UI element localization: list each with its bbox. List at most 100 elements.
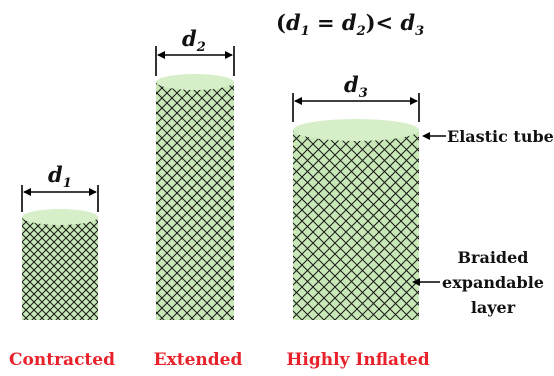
annotation-braided-layer: Braided expandable layer xyxy=(412,248,544,317)
mesh-strand xyxy=(156,111,234,191)
mesh-strand xyxy=(179,265,234,320)
mesh-strand xyxy=(156,135,234,215)
mesh-strand xyxy=(39,261,98,320)
annotation-elastic-tube: Elastic tube xyxy=(422,127,554,146)
mesh-strand xyxy=(156,82,219,145)
mesh-strand xyxy=(156,91,234,171)
mesh-strand xyxy=(353,130,419,196)
mesh-strand xyxy=(0,210,22,322)
cylinder-top-contracted xyxy=(22,209,98,225)
label-elastic-tube: Elastic tube xyxy=(447,127,554,146)
mesh-strand xyxy=(22,218,79,275)
braided-mesh-highly-inflated xyxy=(293,130,419,320)
mesh-strand xyxy=(169,255,234,320)
mesh-strand xyxy=(156,82,209,135)
mesh-strand xyxy=(22,218,63,259)
mesh-strand xyxy=(22,221,98,299)
mesh-strand xyxy=(293,130,372,209)
mesh-strand xyxy=(378,279,419,320)
equation: (d1 = d2)< d3 xyxy=(276,10,424,39)
mesh-strand xyxy=(367,268,419,320)
mesh-strand xyxy=(195,82,234,121)
mesh-strand xyxy=(31,253,98,320)
mesh-strand xyxy=(55,277,98,320)
braided-mesh-contracted xyxy=(0,210,98,322)
mesh-strand xyxy=(22,218,95,291)
cylinder-contracted xyxy=(0,209,98,322)
caption-contracted: Contracted xyxy=(9,350,115,370)
mesh-strand xyxy=(312,213,419,320)
mesh-strand xyxy=(156,251,225,320)
mesh-strand xyxy=(156,205,234,285)
mesh-strand xyxy=(165,82,234,151)
mesh-strand xyxy=(293,233,380,320)
mesh-strand xyxy=(85,218,98,231)
mesh-strand xyxy=(159,245,234,320)
mesh-strand xyxy=(69,218,98,247)
mesh-strand xyxy=(156,105,234,185)
mesh-strand xyxy=(22,229,98,307)
mesh-strand xyxy=(293,191,419,319)
mesh-strand xyxy=(342,130,419,207)
cylinder-highly-inflated xyxy=(293,119,419,320)
mesh-strand xyxy=(22,218,87,283)
mesh-strand xyxy=(293,266,347,320)
mesh-strand xyxy=(293,222,391,320)
mesh-strand xyxy=(293,180,419,308)
mesh-strand xyxy=(156,95,234,175)
mesh-strand xyxy=(79,301,98,320)
mesh-strand xyxy=(156,225,234,305)
mesh-strand xyxy=(156,215,234,295)
mesh-strand xyxy=(63,285,98,320)
mesh-strand xyxy=(22,297,45,320)
mesh-strand xyxy=(293,130,405,242)
mesh-strand xyxy=(156,82,199,125)
label-layer: layer xyxy=(471,298,516,317)
mesh-strand xyxy=(156,82,229,155)
mesh-strand xyxy=(156,235,234,315)
mesh-strand xyxy=(22,265,77,320)
mesh-strand xyxy=(293,130,383,220)
mesh-strand xyxy=(323,224,419,320)
mesh-strand xyxy=(22,281,61,320)
mesh-strand xyxy=(71,293,98,320)
mesh-strand xyxy=(293,244,369,320)
label-d2: d2 xyxy=(182,26,206,55)
mesh-strand xyxy=(0,210,22,322)
mesh-strand xyxy=(386,130,419,163)
label-d3: d3 xyxy=(344,72,368,101)
mesh-strand xyxy=(156,211,234,291)
mesh-strand xyxy=(293,130,350,187)
mesh-strand xyxy=(22,289,53,320)
mesh-strand xyxy=(293,130,394,231)
mesh-strand xyxy=(22,218,71,267)
mesh-strand xyxy=(77,218,98,239)
mesh-strand xyxy=(156,221,234,301)
mesh-strand xyxy=(23,245,98,320)
mesh-strand xyxy=(53,218,98,263)
mesh-strand xyxy=(156,231,234,311)
mesh-strand xyxy=(293,136,419,264)
mesh-strand xyxy=(22,218,55,251)
mesh-strand xyxy=(293,277,336,320)
cylinder-top-extended xyxy=(156,74,234,90)
mesh-strand xyxy=(293,255,358,320)
mesh-strand xyxy=(356,257,419,320)
label-braided: Braided xyxy=(458,248,529,267)
mesh-strand xyxy=(22,273,69,320)
mesh-strand xyxy=(156,85,234,165)
dimension-d1: d1 xyxy=(21,162,99,212)
mesh-strand xyxy=(156,271,205,320)
mesh-strand xyxy=(156,175,234,255)
cylinder-extended xyxy=(156,74,234,320)
braided-mesh-extended xyxy=(156,82,234,320)
mesh-strand xyxy=(185,82,234,131)
mesh-strand xyxy=(293,130,328,165)
dimension-d2: d2 xyxy=(155,26,235,76)
label-d1: d1 xyxy=(48,162,72,191)
mesh-strand xyxy=(156,145,234,225)
mesh-strand xyxy=(175,82,234,141)
mesh-strand xyxy=(156,195,234,275)
mesh-strand xyxy=(156,82,234,161)
